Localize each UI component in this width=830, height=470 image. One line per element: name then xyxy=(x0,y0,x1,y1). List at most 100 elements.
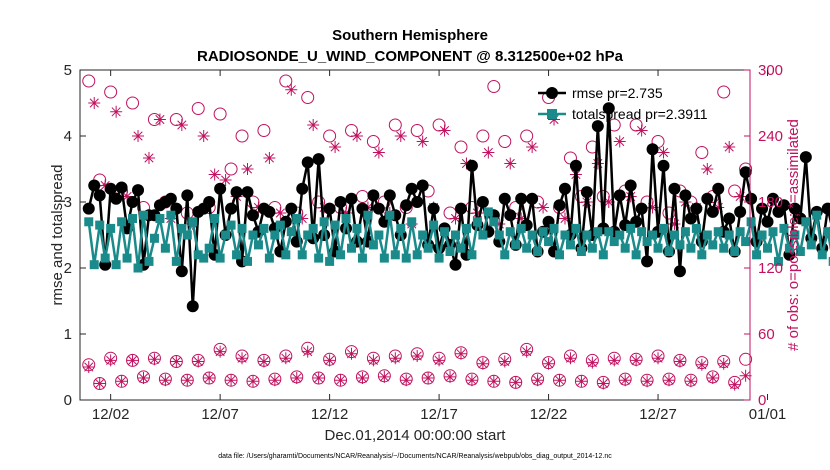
totalspread-point xyxy=(188,217,198,227)
rmse-point xyxy=(203,196,216,208)
totalspread-point xyxy=(248,230,258,240)
obs-assimilated-low-marker xyxy=(82,361,95,373)
totalspread-point xyxy=(445,247,455,256)
totalspread-point xyxy=(106,223,116,233)
totalspread-point xyxy=(390,250,400,260)
obs-possible-marker xyxy=(126,96,140,110)
obs-possible-marker xyxy=(301,91,315,104)
totalspread-point xyxy=(117,217,127,227)
obs-assimilated-marker xyxy=(121,190,134,203)
obs-possible-marker xyxy=(498,135,512,148)
obs-possible-marker xyxy=(104,85,118,99)
totalspread-point xyxy=(823,227,830,237)
x-tick-label: 12/12 xyxy=(311,406,349,423)
rmse-point xyxy=(93,189,106,202)
obs-assimilated-low-marker xyxy=(290,372,303,384)
totalspread-point xyxy=(210,214,220,223)
obs-assimilated-marker xyxy=(175,119,188,131)
obs-assimilated-low-marker xyxy=(476,357,489,370)
totalspread-point xyxy=(84,217,94,227)
obs-assimilated-low-marker xyxy=(454,347,467,360)
obs-assimilated-low-marker xyxy=(137,372,150,384)
obs-assimilated-low-marker xyxy=(192,355,205,368)
totalspread-point xyxy=(412,250,422,260)
totalspread-point xyxy=(582,230,592,240)
totalspread-point xyxy=(243,256,252,266)
totalspread-point xyxy=(773,256,783,266)
rmse-point xyxy=(312,153,325,166)
rmse-point xyxy=(285,202,298,215)
obs-assimilated-marker xyxy=(274,207,287,219)
obs-assimilated-marker xyxy=(668,218,681,230)
obs-assimilated-marker xyxy=(493,218,506,230)
obs-assimilated-marker xyxy=(537,201,550,214)
totalspread-point xyxy=(571,223,581,233)
totalspread-point xyxy=(461,223,471,233)
obs-assimilated-low-marker xyxy=(257,355,270,368)
obs-assimilated-low-marker xyxy=(630,354,643,367)
totalspread-point xyxy=(122,253,132,263)
chart-title: Southern Hemisphere xyxy=(332,27,488,44)
obs-assimilated-low-marker xyxy=(411,350,424,362)
totalspread-point xyxy=(828,256,830,266)
obs-assimilated-low-marker xyxy=(520,345,533,358)
y-right-tick-label: 0 xyxy=(758,392,766,409)
rmse-point xyxy=(164,192,177,205)
rmse-point xyxy=(766,192,779,205)
totalspread-point xyxy=(691,223,701,233)
y-tick-label: 2 xyxy=(64,260,72,277)
obs-possible-marker xyxy=(366,135,380,148)
totalspread-point xyxy=(237,223,247,233)
rmse-point xyxy=(690,202,703,215)
rmse-point xyxy=(821,202,830,215)
totalspread-point xyxy=(363,210,373,220)
totalspread-point xyxy=(680,227,690,237)
totalspread-point xyxy=(423,243,433,253)
totalspread-point xyxy=(598,250,608,260)
totalspread-point xyxy=(155,214,165,223)
totalspread-point xyxy=(779,223,789,233)
totalspread-point xyxy=(407,217,417,227)
obs-assimilated-low-marker xyxy=(181,374,194,387)
obs-assimilated-low-marker xyxy=(608,354,621,367)
x-tick-label: 12/27 xyxy=(639,406,677,423)
rmse-point xyxy=(411,196,424,208)
totalspread-point xyxy=(752,250,762,260)
obs-possible-marker xyxy=(323,129,337,143)
totalspread-point xyxy=(133,263,143,273)
totalspread-point xyxy=(352,223,362,233)
obs-assimilated-low-marker xyxy=(203,372,216,384)
obs-assimilated-marker xyxy=(548,113,561,126)
totalspread-point xyxy=(659,223,669,233)
totalspread-point xyxy=(418,230,428,240)
rmse-point xyxy=(723,212,736,225)
totalspread-point xyxy=(686,243,696,253)
legend-rmse-label: rmse pr=2.735 xyxy=(572,85,663,101)
rmse-point xyxy=(246,209,259,222)
obs-assimilated-marker xyxy=(88,97,101,109)
totalspread-point xyxy=(626,223,636,233)
totalspread-point xyxy=(713,227,723,237)
obs-assimilated-low-marker xyxy=(695,358,708,371)
totalspread-point xyxy=(379,253,389,263)
obs-assimilated-low-marker xyxy=(619,374,632,387)
obs-possible-marker xyxy=(454,140,468,154)
totalspread-point xyxy=(149,233,159,243)
y-axis-label: rmse and totalspread xyxy=(49,165,66,306)
rmse-point xyxy=(427,202,440,215)
totalspread-point xyxy=(270,230,280,240)
obs-assimilated-low-marker xyxy=(148,353,161,366)
totalspread-point xyxy=(374,230,384,240)
rmse-point xyxy=(323,202,336,215)
rmse-point xyxy=(504,209,517,222)
totalspread-point xyxy=(456,243,466,253)
x-tick-label: 01/01 xyxy=(749,406,787,423)
rmse-point xyxy=(405,182,418,195)
totalspread-point xyxy=(730,247,740,256)
totalspread-point xyxy=(631,250,641,260)
rmse-point xyxy=(641,255,654,268)
totalspread-point xyxy=(396,223,406,233)
rmse-point xyxy=(186,300,199,313)
rmse-point xyxy=(788,202,801,215)
